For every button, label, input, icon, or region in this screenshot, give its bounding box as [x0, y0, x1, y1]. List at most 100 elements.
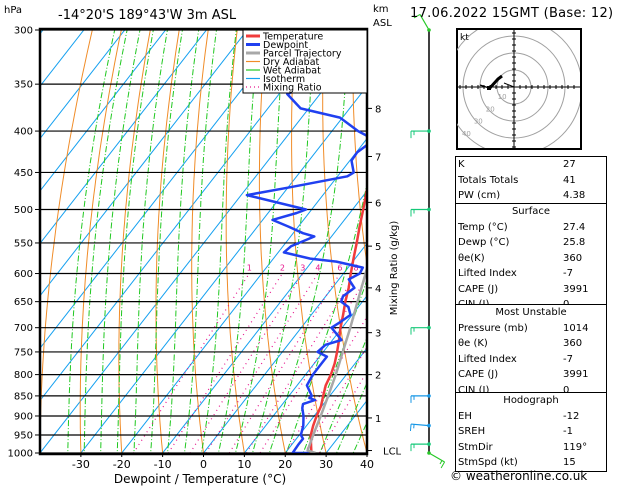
index-label: K: [458, 159, 465, 170]
index-value: 1014: [563, 322, 589, 334]
dry-adiabat-line: [352, 30, 367, 268]
index-section-title: Most Unstable: [495, 307, 567, 318]
y2-axis-label: Mixing Ratio (g/kg): [389, 221, 400, 316]
mixing-ratio-label: 8: [354, 264, 359, 273]
index-label: SREH: [458, 426, 486, 437]
y-tick-label: 300: [14, 26, 33, 37]
mixing-ratio-line: [285, 315, 367, 453]
km-tick-label: 3: [375, 329, 381, 340]
index-label: CAPE (J): [458, 369, 499, 380]
wet-adiabat-line: [285, 181, 367, 453]
x-axis-label: Dewpoint / Temperature (°C): [114, 472, 286, 486]
index-value: -1: [563, 426, 573, 437]
y-tick-label: 750: [14, 347, 33, 358]
x-tick-label: 0: [200, 458, 207, 471]
km-tick-label: 6: [375, 198, 381, 209]
dry-adiabat-line: [291, 30, 327, 453]
isotherm-line: [40, 30, 126, 140]
dry-adiabat-line: [40, 30, 93, 453]
wet-adiabat-line: [200, 30, 237, 453]
hodograph-ring-label: 40: [462, 130, 471, 138]
x-tick-label: -10: [154, 458, 172, 471]
legend-label: Mixing Ratio: [263, 83, 322, 94]
legend-label: Dry Adiabat: [263, 57, 320, 68]
x-tick-label: 30: [319, 458, 333, 471]
dry-adiabat-line: [118, 30, 151, 453]
index-value: -7: [563, 353, 573, 365]
wet-adiabat-line: [183, 30, 218, 453]
wet-adiabat-line: [83, 30, 128, 453]
isotherm-line: [40, 30, 208, 245]
x-tick-label: 20: [278, 458, 292, 471]
index-row: θe(K) 360: [456, 251, 606, 267]
index-value: 0: [563, 384, 570, 396]
index-label: Totals Totals: [458, 174, 519, 186]
mixing-ratio-line: [167, 273, 283, 453]
index-label: Temp (°C): [458, 221, 508, 233]
temperature-profile: [309, 183, 367, 453]
dry-adiabat-line: [191, 30, 209, 453]
location-title: -14°20'S 189°43'W 3m ASL: [58, 8, 237, 23]
wet-adiabat-line: [217, 30, 260, 453]
index-value: 25.8: [563, 237, 586, 248]
y-tick-label: 500: [14, 205, 33, 216]
index-label: PW (cm): [458, 190, 501, 201]
wind-barb: [410, 325, 431, 335]
parcel-trajectory-profile: [306, 262, 367, 453]
index-row: StmSpd (kt) 15: [456, 455, 606, 471]
hodograph-marker: [487, 86, 491, 90]
index-row: Totals Totals 41: [456, 173, 606, 189]
left-axis-unit: hPa: [4, 5, 22, 16]
mixing-ratio-line: [205, 273, 319, 453]
legend-box: [242, 29, 368, 94]
index-label: CIN (J): [458, 384, 490, 396]
index-value: 27: [563, 159, 576, 170]
index-value: -12: [563, 410, 580, 422]
km-tick-label: 8: [375, 104, 381, 115]
legend-label: Dewpoint: [263, 40, 308, 51]
indices-table-most-unstable: Most Unstable Pressure (mb) 1014 θe (K) 360 L…: [455, 304, 607, 399]
wet-adiabat-line: [150, 30, 183, 453]
wet-adiabat-line: [67, 30, 116, 453]
km-tick-label: 1: [375, 414, 381, 425]
index-value: -7: [563, 268, 573, 279]
km-tick-label: 4: [375, 284, 381, 295]
index-section-title: Surface: [511, 206, 551, 217]
wet-adiabat-line: [100, 30, 141, 453]
km-tick-label: 7: [375, 152, 381, 163]
index-row: CAPE (J) 3991: [456, 367, 606, 383]
indices-table-surface: Surface Temp (°C) 27.4 Dewp (°C) 25.8 θe(K) 36…: [455, 203, 607, 314]
x-tick-label: 10: [237, 458, 251, 471]
mixing-ratio-label: 2: [280, 264, 285, 273]
y-tick-label: 450: [14, 168, 33, 179]
mixing-ratio-line: [189, 273, 304, 453]
index-value: 3991: [563, 283, 589, 295]
index-row: K 27: [456, 157, 606, 173]
indices-table-top: K 27 Totals Totals 41 PW (cm) 4.38: [455, 156, 607, 205]
mixing-ratio-line: [318, 370, 367, 453]
isotherm-line: [40, 30, 289, 350]
y-tick-label: 800: [14, 370, 33, 381]
km-tick-label: 2: [375, 371, 381, 382]
y-tick-label: 350: [14, 80, 33, 91]
dry-adiabat-line: [258, 30, 286, 453]
x-tick-label: 40: [360, 458, 374, 471]
index-row: Dewp (°C) 25.8: [456, 235, 606, 251]
index-label: θe(K): [458, 252, 485, 264]
wet-adiabat-line: [319, 336, 367, 453]
legend-label: Wet Adiabat: [263, 66, 321, 77]
copyright-text: © weatheronline.co.uk: [450, 469, 588, 483]
legend-label: Isotherm: [263, 74, 305, 85]
index-label: StmDir: [458, 441, 493, 453]
index-row: StmDir 119°: [456, 440, 606, 456]
y-tick-label: 400: [14, 127, 33, 138]
wind-barb: [410, 129, 431, 139]
index-label: Pressure (mb): [458, 322, 528, 334]
isotherm-line: [40, 30, 167, 192]
index-label: StmSpd (kt): [458, 457, 518, 468]
y-tick-label: 950: [14, 430, 33, 441]
index-row: θe (K) 360: [456, 336, 606, 352]
y-tick-label: 600: [14, 269, 33, 280]
